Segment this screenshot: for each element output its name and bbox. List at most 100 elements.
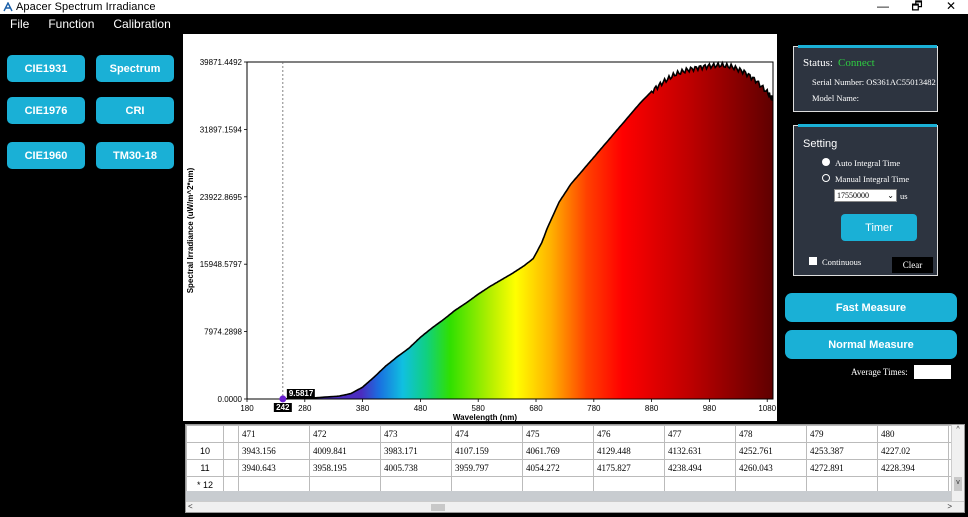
spectrum-plot-panel[interactable]: 180 280 380 480 580 680 780 880 980 1080 0.0000 797…	[183, 34, 777, 421]
y-tick-label: 31897.1594	[200, 125, 243, 134]
x-tick-label: 1080	[758, 404, 776, 413]
timer-button[interactable]: Timer	[841, 214, 917, 241]
table-cell[interactable]: 4260.043	[735, 459, 807, 477]
column-header[interactable]: 477	[664, 425, 736, 443]
minimize-button[interactable]: —	[877, 0, 889, 13]
table-row[interactable]: 11 3940.643 3958.195 4005.738 3959.797 4…	[186, 459, 961, 477]
status-panel-tab	[798, 45, 937, 48]
auto-integral-label[interactable]: Auto Integral Time	[835, 158, 901, 168]
menu-bar: File Function Calibration	[0, 14, 968, 33]
column-header[interactable]: 478	[735, 425, 807, 443]
close-button[interactable]: ✕	[945, 0, 957, 13]
clear-button[interactable]: Clear	[892, 257, 933, 273]
row-header[interactable]: 10	[186, 442, 224, 460]
svg-text:242: 242	[276, 403, 290, 412]
status-panel: Status: Connect Serial Number: OS361AC55…	[793, 45, 938, 112]
data-table: 471 472 473 474 475 476 477 478 479 480 …	[186, 425, 961, 494]
continuous-checkbox[interactable]	[809, 257, 817, 265]
table-cell[interactable]: 4132.631	[664, 442, 736, 460]
table-cell[interactable]: 4272.891	[806, 459, 878, 477]
data-grid[interactable]: 471 472 473 474 475 476 477 478 479 480 …	[185, 424, 965, 513]
normal-measure-button[interactable]: Normal Measure	[785, 330, 957, 359]
cie1976-button[interactable]: CIE1976	[7, 97, 85, 124]
vertical-scroll-thumb[interactable]	[954, 477, 962, 491]
status-value: Connect	[838, 57, 875, 69]
table-cell[interactable]: 3958.195	[309, 459, 381, 477]
cri-button[interactable]: CRI	[96, 97, 174, 124]
cursor-y-readout: 9.5817	[286, 389, 315, 398]
spectrum-button[interactable]: Spectrum	[96, 55, 174, 82]
row-header[interactable]: 11	[186, 459, 224, 477]
integral-time-value: 17550000	[837, 191, 869, 200]
chevron-down-icon[interactable]: ⌄	[887, 191, 894, 200]
horizontal-scrollbar[interactable]: < >	[186, 501, 964, 512]
integral-time-select[interactable]: 17550000 ⌄	[834, 189, 897, 202]
model-name: Model Name:	[812, 93, 859, 103]
maximize-button[interactable]: 🗗	[911, 0, 923, 13]
scroll-down-icon[interactable]: v	[956, 479, 960, 486]
column-header[interactable]: 473	[380, 425, 452, 443]
new-row-marker: *	[196, 480, 201, 490]
table-cell[interactable]: 4238.494	[664, 459, 736, 477]
manual-integral-label[interactable]: Manual Integral Time	[835, 174, 910, 184]
scroll-left-icon[interactable]: <	[188, 502, 193, 511]
column-header[interactable]: 472	[309, 425, 381, 443]
row-selector[interactable]	[223, 459, 239, 477]
menu-calibration[interactable]: Calibration	[113, 16, 171, 31]
table-cell[interactable]: 4175.827	[593, 459, 665, 477]
average-times-label: Average Times:	[851, 367, 908, 377]
column-header[interactable]: 474	[451, 425, 523, 443]
svg-text:9.5817: 9.5817	[289, 389, 314, 398]
vertical-scrollbar[interactable]: ^ v	[951, 425, 964, 501]
menu-function[interactable]: Function	[48, 16, 95, 31]
table-cell[interactable]: 4005.738	[380, 459, 452, 477]
scroll-right-icon[interactable]: >	[947, 502, 952, 511]
integral-unit: us	[900, 191, 908, 201]
table-cell[interactable]: 4253.387	[806, 442, 878, 460]
table-cell[interactable]: 4129.448	[593, 442, 665, 460]
average-times-input[interactable]	[914, 365, 951, 379]
table-select-col	[223, 425, 239, 443]
serial-number: Serial Number: OS361AC55013482	[812, 77, 936, 87]
table-row[interactable]: 10 3943.156 4009.841 3983.171 4107.159 4…	[186, 442, 961, 460]
scroll-up-icon[interactable]: ^	[956, 426, 960, 433]
x-tick-label: 180	[240, 404, 254, 413]
column-header[interactable]: 480	[877, 425, 949, 443]
y-axis-label: Spectral Irradiance (uW/m^2*nm)	[186, 167, 195, 293]
table-row-new[interactable]: * 12	[186, 476, 961, 494]
spectrum-chart[interactable]: 180 280 380 480 580 680 780 880 980 1080 0.0000 797…	[183, 34, 777, 421]
app-logo-icon	[3, 2, 13, 12]
y-tick-label: 23922.8695	[200, 193, 243, 202]
cie1931-button[interactable]: CIE1931	[7, 55, 85, 82]
table-corner	[186, 425, 224, 443]
table-cell[interactable]: 4009.841	[309, 442, 381, 460]
table-cell[interactable]: 4061.769	[522, 442, 594, 460]
table-cell[interactable]: 4107.159	[451, 442, 523, 460]
table-cell[interactable]: 3983.171	[380, 442, 452, 460]
fast-measure-button[interactable]: Fast Measure	[785, 293, 957, 322]
column-header[interactable]: 479	[806, 425, 878, 443]
horizontal-scroll-thumb[interactable]	[431, 504, 445, 511]
column-header[interactable]: 471	[238, 425, 310, 443]
manual-integral-radio[interactable]	[822, 174, 830, 182]
table-cell[interactable]: 4252.761	[735, 442, 807, 460]
continuous-label[interactable]: Continuous	[822, 257, 862, 267]
tm3018-button[interactable]: TM30-18	[96, 142, 174, 169]
table-cell[interactable]: 4227.02	[877, 442, 949, 460]
x-axis-label: Wavelength (nm)	[453, 413, 517, 421]
x-tick-label: 880	[645, 404, 659, 413]
column-header[interactable]: 476	[593, 425, 665, 443]
column-header[interactable]: 475	[522, 425, 594, 443]
table-cell[interactable]: 4054.272	[522, 459, 594, 477]
table-cell[interactable]: 3940.643	[238, 459, 310, 477]
setting-panel: Setting Auto Integral Time Manual Integr…	[793, 124, 938, 276]
table-cell[interactable]: 4228.394	[877, 459, 949, 477]
row-selector[interactable]	[223, 442, 239, 460]
cursor-marker[interactable]	[279, 395, 287, 403]
table-cell[interactable]: 3959.797	[451, 459, 523, 477]
table-cell[interactable]: 3943.156	[238, 442, 310, 460]
auto-integral-radio[interactable]	[822, 158, 830, 166]
cie1960-button[interactable]: CIE1960	[7, 142, 85, 169]
menu-file[interactable]: File	[10, 16, 30, 31]
